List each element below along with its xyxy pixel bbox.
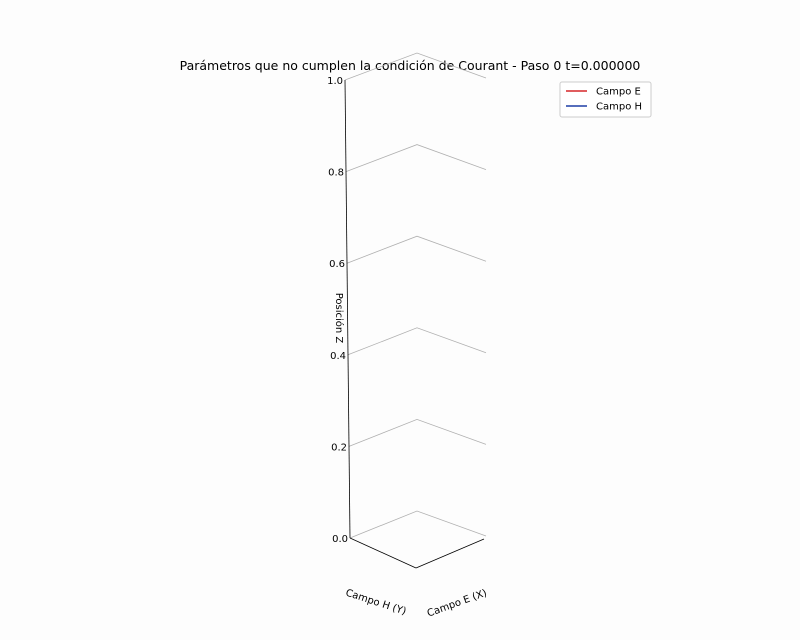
z-axis-label: Posición Z — [333, 293, 345, 344]
z-tick-label: 0.4 — [330, 351, 346, 362]
z-grid-lines — [344, 52, 487, 539]
z-grid-line — [344, 52, 487, 81]
z-tick-label: 0.6 — [329, 259, 345, 270]
y-axis-label: Campo H (Y) — [344, 588, 408, 618]
x-axis-label: Campo E (X) — [426, 588, 489, 620]
legend: Campo E Campo H — [559, 81, 652, 118]
y-axis-line — [349, 537, 417, 569]
z-grid-line — [347, 327, 487, 356]
x-axis-line — [415, 538, 485, 569]
z-grid-line — [348, 418, 487, 447]
z-tick-label: 1.0 — [327, 76, 343, 87]
z-tick-label: 0.8 — [328, 168, 344, 179]
z-tick-labels: 0.0 0.2 0.4 0.6 0.8 1.0 — [327, 76, 348, 545]
z-grid-line — [345, 144, 487, 172]
legend-label-campo-h: Campo H — [596, 102, 642, 113]
axes-frame — [344, 79, 485, 569]
z-axis-line — [344, 79, 351, 539]
chart-title: Parámetros que no cumplen la condición d… — [180, 58, 641, 73]
z-grid-line — [349, 510, 487, 539]
z-tick-label: 0.2 — [331, 442, 347, 453]
z-grid-line — [346, 235, 487, 264]
z-tick-label: 0.0 — [332, 534, 348, 545]
legend-label-campo-e: Campo E — [596, 87, 641, 98]
